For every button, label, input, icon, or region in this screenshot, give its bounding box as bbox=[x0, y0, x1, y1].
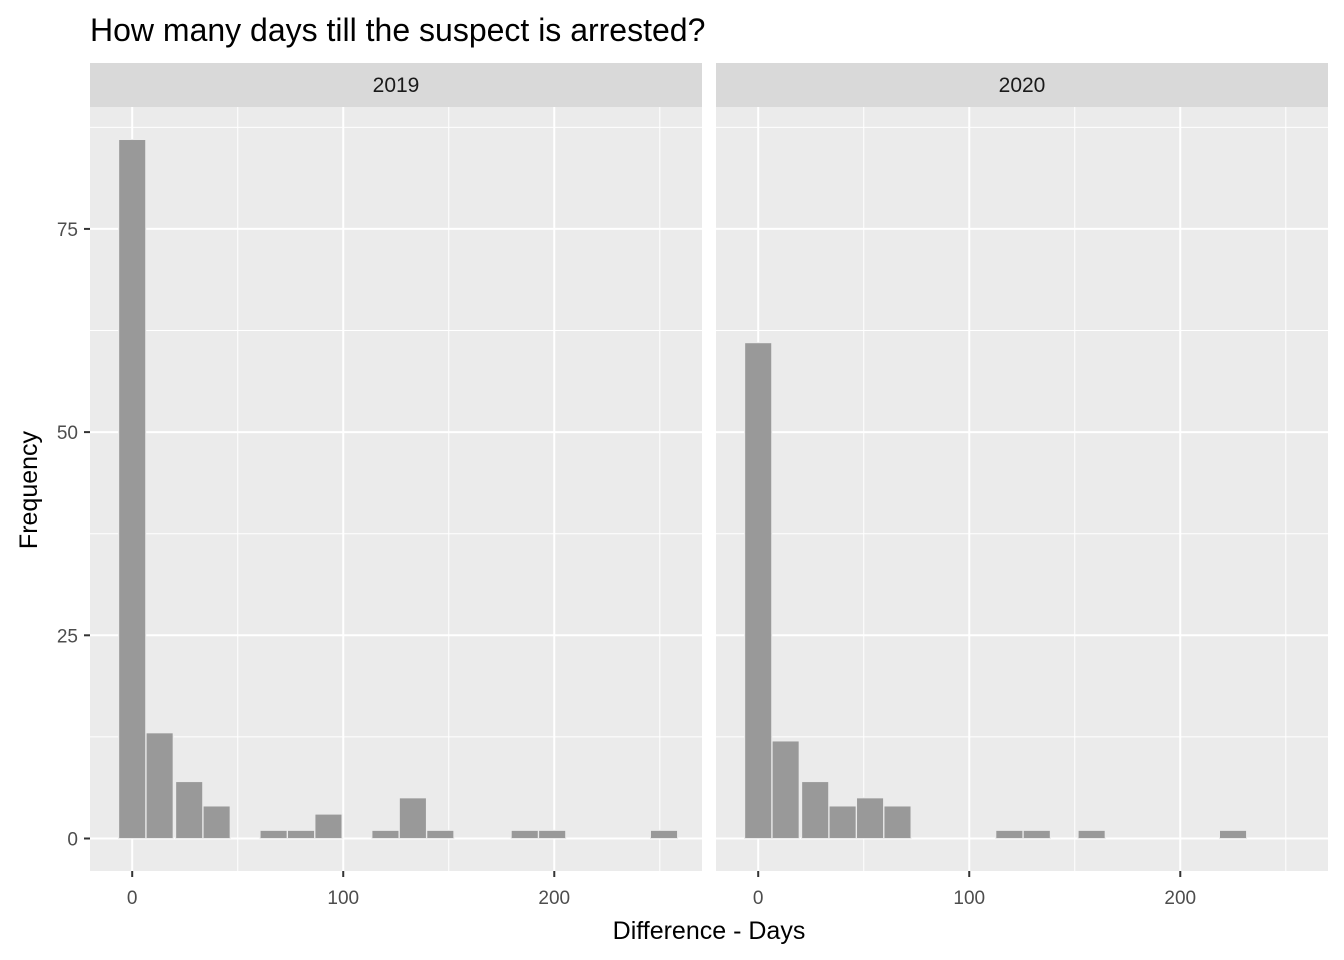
histogram-bar bbox=[828, 805, 857, 839]
x-tick-label: 100 bbox=[953, 888, 985, 909]
histogram-bar bbox=[1022, 829, 1051, 839]
histogram-bar bbox=[995, 829, 1024, 839]
histogram-bar bbox=[744, 342, 773, 839]
histogram-bar bbox=[314, 813, 343, 839]
y-axis-title: Frequency bbox=[15, 430, 43, 549]
x-axis: 0 100 200 bbox=[753, 871, 1196, 909]
histogram-bar bbox=[202, 805, 231, 839]
histogram-bar bbox=[538, 829, 567, 839]
x-tick-label: 200 bbox=[538, 888, 570, 909]
histogram-bar bbox=[1077, 829, 1106, 839]
facet-strip bbox=[90, 63, 702, 107]
panel-background bbox=[90, 107, 702, 871]
y-tick-label: 0 bbox=[67, 829, 78, 850]
facet-panel-2019: 2019 0 100 200 bbox=[90, 63, 702, 909]
y-tick-label: 75 bbox=[57, 220, 78, 241]
histogram-bar bbox=[145, 732, 174, 839]
panel-background bbox=[716, 107, 1328, 871]
facet-strip bbox=[716, 63, 1328, 107]
facet-panel-2020: 2020 0 100 200 bbox=[716, 63, 1328, 909]
histogram-bar bbox=[426, 829, 455, 839]
histogram-bar bbox=[371, 829, 400, 839]
facet-strip-label: 2020 bbox=[999, 74, 1046, 97]
facet-panels: 2019 0 100 200 2020 0 100 200 bbox=[90, 63, 1328, 909]
x-tick-label: 0 bbox=[127, 888, 138, 909]
histogram-bar bbox=[771, 740, 800, 839]
histogram-bar bbox=[801, 781, 830, 839]
histogram-bar bbox=[398, 797, 427, 839]
x-axis: 0 100 200 bbox=[127, 871, 570, 909]
x-tick-label: 200 bbox=[1164, 888, 1196, 909]
histogram-bar bbox=[883, 805, 912, 839]
y-tick-label: 50 bbox=[57, 423, 78, 444]
facet-strip-label: 2019 bbox=[373, 74, 420, 97]
histogram-bar bbox=[856, 797, 885, 839]
histogram-bar bbox=[1219, 829, 1248, 839]
histogram-bar bbox=[510, 829, 539, 839]
histogram-bars bbox=[744, 342, 1248, 839]
chart-title: How many days till the suspect is arrest… bbox=[90, 12, 705, 48]
histogram-bar bbox=[259, 829, 288, 839]
x-tick-label: 100 bbox=[327, 888, 359, 909]
histogram-bars bbox=[118, 139, 679, 839]
y-tick-label: 25 bbox=[57, 626, 78, 647]
histogram-bar bbox=[175, 781, 204, 839]
histogram-bar bbox=[118, 139, 147, 839]
x-axis-title: Difference - Days bbox=[613, 917, 806, 945]
y-axis: 0 25 50 75 bbox=[57, 220, 90, 850]
histogram-bar bbox=[649, 829, 679, 839]
x-tick-label: 0 bbox=[753, 888, 764, 909]
histogram-bar bbox=[287, 829, 316, 839]
